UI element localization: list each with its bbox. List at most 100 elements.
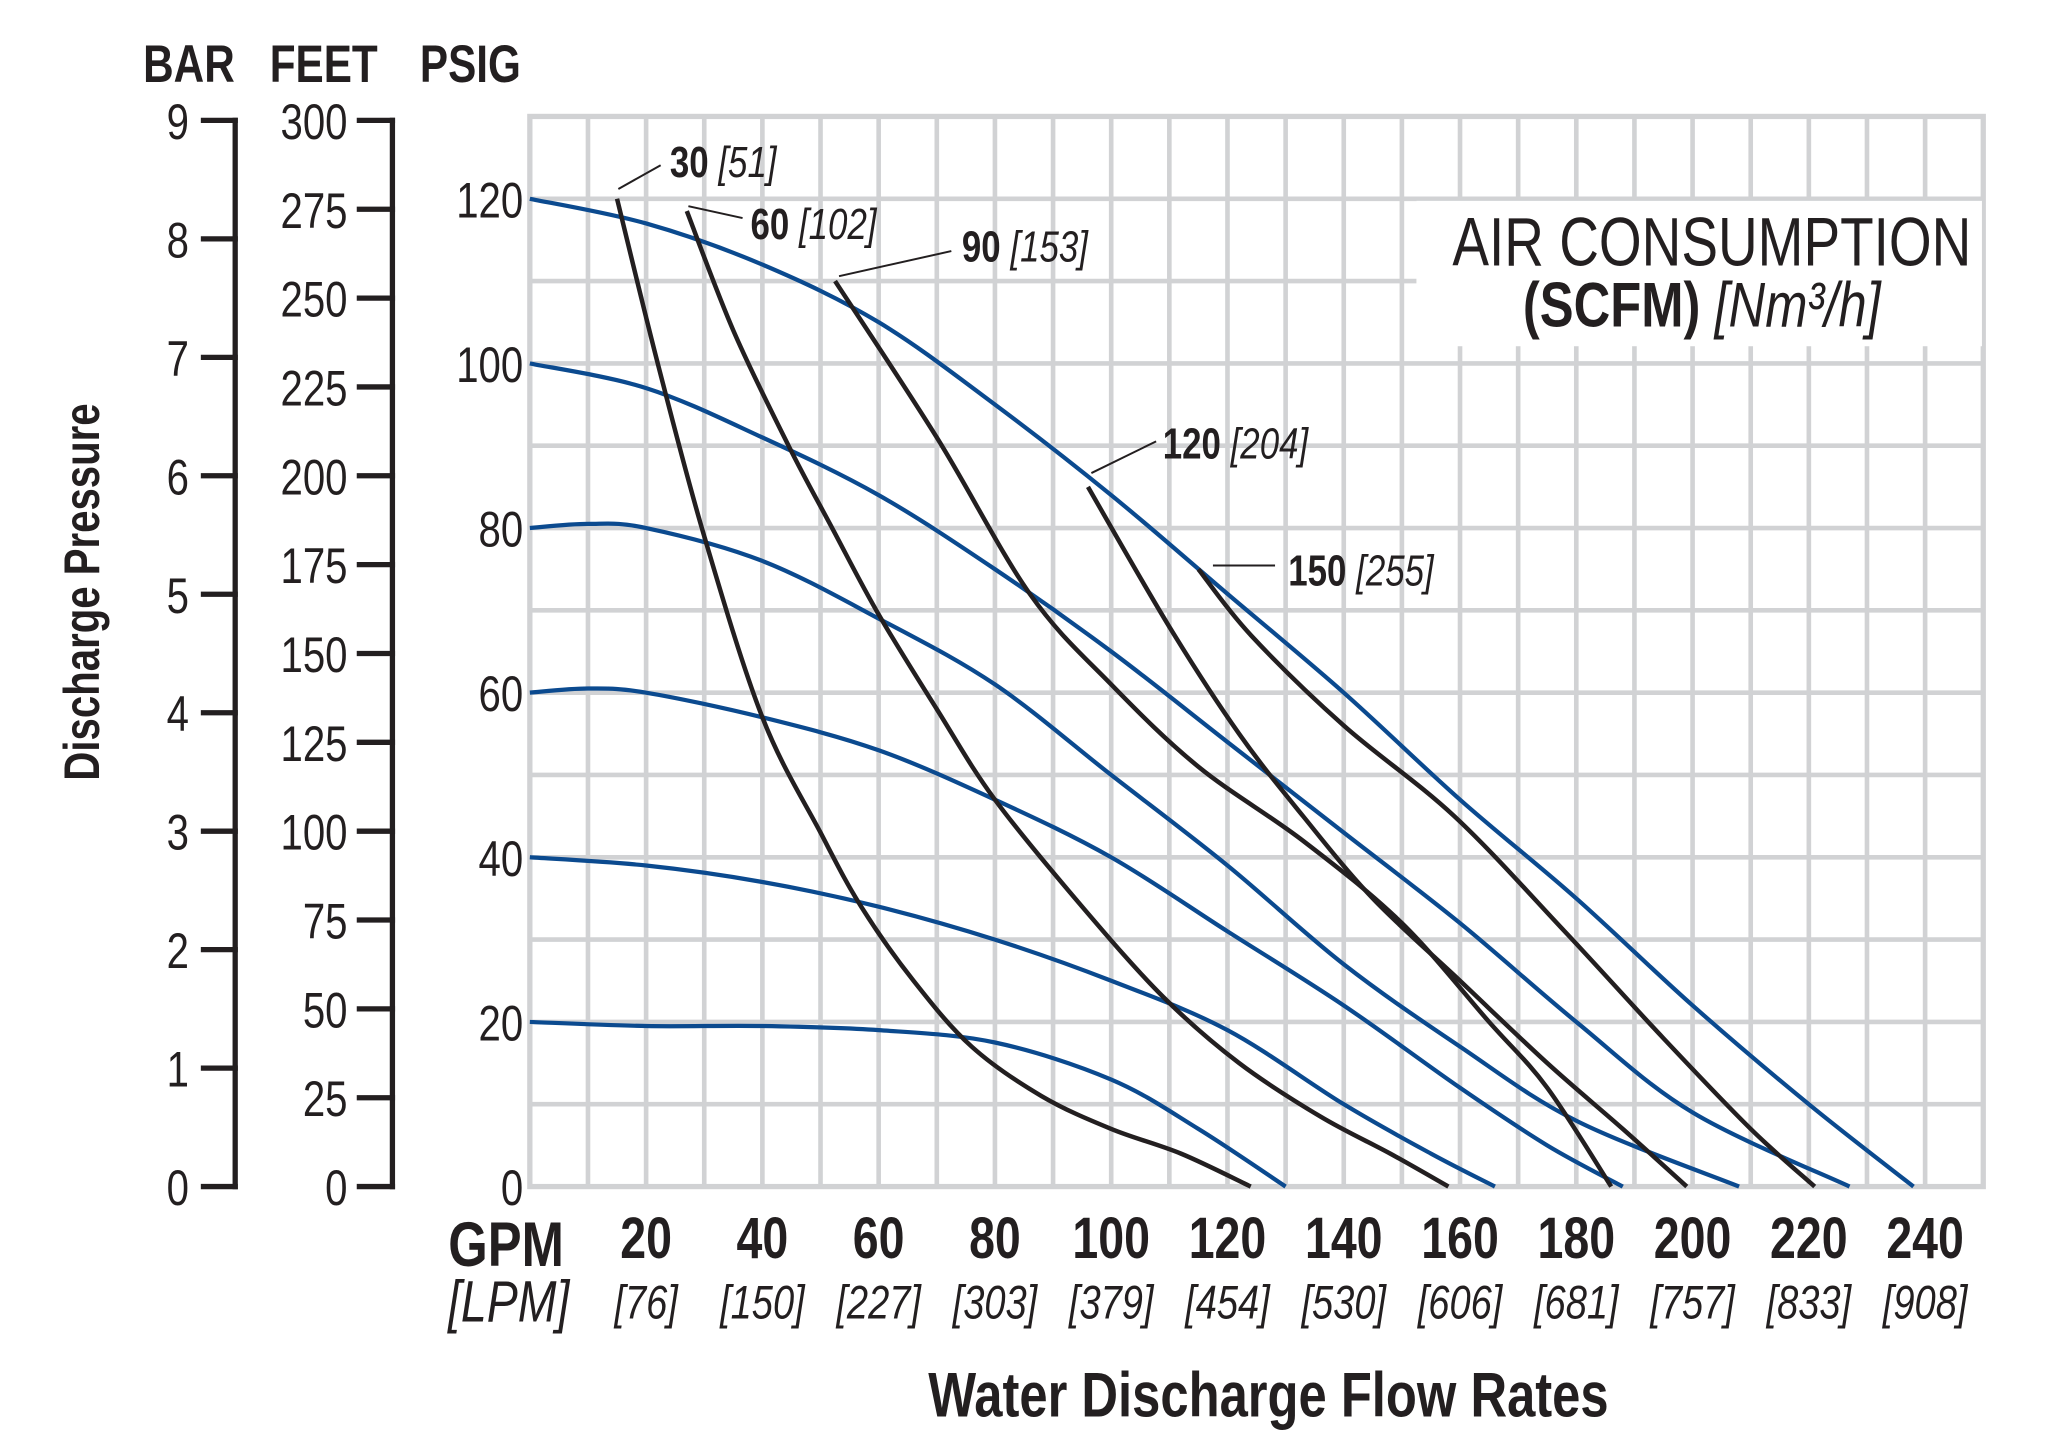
lpm-tick-label: [833] bbox=[1766, 1277, 1852, 1330]
label-leader-line bbox=[1090, 440, 1157, 474]
bar-tick-label: 2 bbox=[167, 923, 189, 979]
lpm-tick-label: [606] bbox=[1417, 1277, 1503, 1330]
gpm-tick-label: 180 bbox=[1538, 1206, 1616, 1271]
air-curve-label: 60 [102] bbox=[750, 201, 877, 250]
gpm-unit-label: GPM bbox=[448, 1210, 564, 1281]
psig-tick-label: 40 bbox=[479, 831, 524, 887]
air-curve-label: 120 [204] bbox=[1163, 420, 1309, 469]
nm3h-value: [255] bbox=[1355, 547, 1434, 596]
scfm-value: 150 bbox=[1288, 547, 1356, 596]
label-leader-line bbox=[838, 250, 952, 278]
bar-tick-label: 3 bbox=[167, 804, 189, 860]
plot-border bbox=[527, 113, 1986, 1190]
psig-tick-label: 120 bbox=[456, 172, 523, 228]
legend-background bbox=[1416, 200, 1982, 347]
bar-tick-label: 7 bbox=[167, 331, 189, 387]
bar-tick-label: 0 bbox=[167, 1160, 189, 1216]
legend-unit-scfm: (SCFM) bbox=[1523, 270, 1715, 341]
psig-axis-unit: PSIG bbox=[420, 36, 521, 95]
lpm-unit-label: [LPM] bbox=[447, 1269, 571, 1334]
bar-tick-label: 4 bbox=[167, 686, 189, 742]
psig-tick-label: 60 bbox=[479, 666, 524, 722]
pressure-curve-100-psig bbox=[529, 361, 1851, 1189]
lpm-tick-label: [76] bbox=[613, 1277, 678, 1330]
curves bbox=[529, 196, 1915, 1189]
gpm-tick-label: 60 bbox=[853, 1206, 905, 1271]
feet-tick-label: 50 bbox=[303, 982, 348, 1038]
bar-tick-label: 8 bbox=[167, 212, 189, 268]
gpm-tick-label: 200 bbox=[1654, 1206, 1732, 1271]
legend-unit-nm3h: [Nm³/h] bbox=[1713, 270, 1883, 341]
lpm-tick-label: [757] bbox=[1649, 1277, 1735, 1330]
pressure-curve-40-psig bbox=[529, 855, 1496, 1189]
scfm-value: 90 bbox=[962, 223, 1010, 272]
gpm-tick-label: 80 bbox=[969, 1206, 1021, 1271]
psig-tick-label: 20 bbox=[479, 995, 524, 1051]
legend-units: (SCFM) [Nm³/h] bbox=[1523, 270, 1883, 341]
lpm-tick-label: [227] bbox=[835, 1277, 921, 1330]
gpm-tick-label: 120 bbox=[1189, 1206, 1267, 1271]
x-axis-title: Water Discharge Flow Rates bbox=[928, 1360, 1608, 1431]
pressure-curve-20-psig bbox=[529, 1019, 1287, 1189]
pressure-curve-60-psig bbox=[529, 686, 1624, 1189]
bar-tick-label: 5 bbox=[167, 567, 189, 623]
feet-tick-label: 150 bbox=[280, 627, 347, 683]
bar-tick-label: 6 bbox=[167, 449, 189, 505]
feet-tick-label: 300 bbox=[280, 94, 347, 150]
nm3h-value: [153] bbox=[1009, 223, 1088, 272]
scfm-value: 30 bbox=[670, 138, 718, 187]
feet-tick-label: 0 bbox=[325, 1160, 347, 1216]
feet-tick-label: 250 bbox=[280, 271, 347, 327]
bar-tick-label: 1 bbox=[167, 1041, 189, 1097]
feet-tick-label: 175 bbox=[280, 538, 347, 594]
air-curve-60-scfm bbox=[684, 210, 1450, 1189]
psig-tick-label: 80 bbox=[479, 501, 524, 557]
bar-axis-unit: BAR bbox=[143, 36, 235, 95]
air-consumption-legend: AIR CONSUMPTION(SCFM) [Nm³/h] bbox=[1416, 200, 1982, 347]
feet-tick-label: 100 bbox=[280, 804, 347, 860]
pressure-curve-80-psig bbox=[529, 521, 1740, 1189]
scfm-value: 60 bbox=[750, 201, 798, 250]
plot-grid bbox=[527, 113, 1986, 1190]
gpm-tick-label: 220 bbox=[1770, 1206, 1848, 1271]
lpm-tick-label: [150] bbox=[719, 1277, 805, 1330]
legend-title: AIR CONSUMPTION bbox=[1452, 205, 1971, 281]
feet-tick-label: 75 bbox=[303, 893, 348, 949]
lpm-tick-label: [454] bbox=[1184, 1277, 1270, 1330]
air-curve-150-scfm bbox=[1196, 567, 1817, 1189]
bar-tick-label: 9 bbox=[167, 94, 189, 150]
gpm-tick-label: 100 bbox=[1072, 1206, 1150, 1271]
lpm-tick-label: [908] bbox=[1882, 1277, 1968, 1330]
label-leader-line bbox=[617, 164, 662, 190]
nm3h-value: [204] bbox=[1230, 420, 1309, 469]
psig-tick-label: 100 bbox=[456, 337, 523, 393]
air-curve-label: 90 [153] bbox=[962, 223, 1089, 272]
pressure-curve-120-psig bbox=[529, 196, 1915, 1189]
feet-tick-label: 25 bbox=[303, 1071, 348, 1127]
air-curve-label: 150 [255] bbox=[1288, 547, 1434, 596]
air-curve-120-scfm bbox=[1086, 485, 1689, 1189]
lpm-tick-label: [379] bbox=[1068, 1277, 1154, 1330]
scfm-value: 120 bbox=[1163, 420, 1231, 469]
feet-axis-unit: FEET bbox=[270, 36, 378, 95]
curve-labels: 30 [51] 60 [102] 90 [153] 120 [204] 150 [255… bbox=[617, 138, 1435, 596]
gpm-tick-label: 140 bbox=[1305, 1206, 1383, 1271]
gpm-tick-label: 160 bbox=[1421, 1206, 1499, 1271]
y-axis-title: Discharge Pressure bbox=[54, 403, 110, 780]
air-curve-90-scfm bbox=[833, 279, 1614, 1188]
feet-tick-label: 200 bbox=[280, 449, 347, 505]
feet-tick-label: 225 bbox=[280, 360, 347, 416]
label-leader-line bbox=[688, 205, 743, 220]
psig-tick-label: 0 bbox=[501, 1160, 523, 1216]
lpm-tick-label: [303] bbox=[952, 1277, 1038, 1330]
axes: 0123456789025507510012515017520022525027… bbox=[54, 36, 1969, 1431]
lpm-tick-label: [530] bbox=[1301, 1277, 1387, 1330]
air-curve-label: 30 [51] bbox=[670, 138, 778, 187]
gpm-tick-label: 40 bbox=[737, 1206, 789, 1271]
air-curve-30-scfm bbox=[614, 198, 1252, 1189]
nm3h-value: [51] bbox=[717, 138, 777, 187]
gpm-tick-label: 20 bbox=[620, 1206, 672, 1271]
feet-tick-label: 125 bbox=[280, 716, 347, 772]
lpm-tick-label: [681] bbox=[1533, 1277, 1619, 1330]
